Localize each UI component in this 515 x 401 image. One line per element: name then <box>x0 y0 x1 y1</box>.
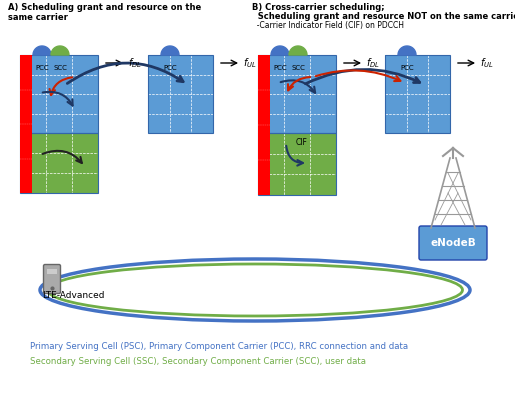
Text: SCC: SCC <box>53 65 67 71</box>
Polygon shape <box>161 46 179 55</box>
Text: B) Cross-carrier scheduling;: B) Cross-carrier scheduling; <box>252 3 385 12</box>
Bar <box>20 133 98 193</box>
Bar <box>258 55 336 133</box>
Text: LTE-Advanced: LTE-Advanced <box>42 292 105 300</box>
Bar <box>20 55 32 193</box>
Text: SCC: SCC <box>291 65 305 71</box>
Bar <box>148 55 213 133</box>
Text: PCC: PCC <box>400 65 414 71</box>
Bar <box>148 55 213 133</box>
Text: PCC: PCC <box>273 65 287 71</box>
Text: CIF: CIF <box>296 138 308 147</box>
Polygon shape <box>33 46 51 55</box>
Text: $f_{UL}$: $f_{UL}$ <box>480 56 494 70</box>
Bar <box>385 55 450 133</box>
Polygon shape <box>271 46 289 55</box>
Bar <box>20 133 98 193</box>
Text: PCC: PCC <box>35 65 49 71</box>
Polygon shape <box>289 46 307 55</box>
FancyBboxPatch shape <box>43 265 60 294</box>
Text: -Carrier Indicator Field (CIF) on PDCCH: -Carrier Indicator Field (CIF) on PDCCH <box>252 21 404 30</box>
Polygon shape <box>398 46 416 55</box>
Bar <box>20 55 98 133</box>
Text: PCC: PCC <box>163 65 177 71</box>
Text: $f_{DL}$: $f_{DL}$ <box>366 56 380 70</box>
Bar <box>47 269 57 274</box>
Text: A) Scheduling grant and resource on the
same carrier: A) Scheduling grant and resource on the … <box>8 3 201 22</box>
Text: Scheduling grant and resource NOT on the same carrier: Scheduling grant and resource NOT on the… <box>252 12 515 21</box>
FancyBboxPatch shape <box>419 226 487 260</box>
Bar <box>385 55 450 133</box>
Text: eNodeB: eNodeB <box>430 238 476 248</box>
Bar <box>258 133 336 195</box>
Text: $f_{DL}$: $f_{DL}$ <box>128 56 142 70</box>
Text: $f_{UL}$: $f_{UL}$ <box>243 56 257 70</box>
Polygon shape <box>51 46 69 55</box>
Bar <box>258 55 336 133</box>
Text: Primary Serving Cell (PSC), Primary Component Carrier (PCC), RRC connection and : Primary Serving Cell (PSC), Primary Comp… <box>30 342 408 351</box>
Bar <box>258 55 270 195</box>
Text: Secondary Serving Cell (SSC), Secondary Component Carrier (SCC), user data: Secondary Serving Cell (SSC), Secondary … <box>30 357 366 366</box>
Bar <box>20 55 98 133</box>
Bar <box>258 133 336 195</box>
